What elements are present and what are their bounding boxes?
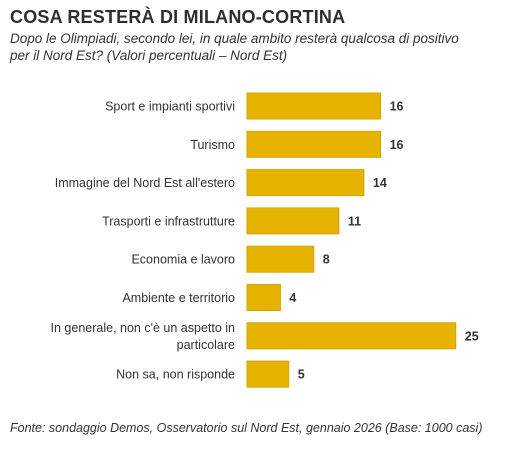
category-label: Turismo <box>190 138 235 152</box>
category-label: Trasporti e infrastrutture <box>102 214 235 228</box>
category-label: Ambiente e territorio <box>122 291 235 305</box>
bar <box>246 245 315 273</box>
value-label: 16 <box>390 138 404 152</box>
bar <box>246 130 382 158</box>
bar <box>246 207 340 235</box>
category-label: Economia e lavoro <box>131 253 235 267</box>
chart-header: COSA RESTERÀ DI MILANO-CORTINA Dopo le O… <box>10 6 518 64</box>
chart-subtitle: Dopo le Olimpiadi, secondo lei, in quale… <box>10 31 459 63</box>
source-note: Fonte: sondaggio Demos, Osservatorio sul… <box>10 421 483 435</box>
bar-chart: Sport e impianti sportivi 16 Turismo 16 Imma… <box>51 92 479 388</box>
value-label: 11 <box>348 214 361 228</box>
value-label: 14 <box>373 176 387 190</box>
category-label: Sport e impianti sportivi <box>105 100 235 114</box>
category-label: Non sa, non risponde <box>116 368 235 382</box>
value-label: 8 <box>323 253 330 267</box>
chart-title: COSA RESTERÀ DI MILANO-CORTINA <box>10 7 346 27</box>
value-label: 16 <box>390 100 404 114</box>
category-label: Immagine del Nord Est all'estero <box>55 176 235 190</box>
bar <box>246 169 365 197</box>
value-label: 4 <box>289 291 296 305</box>
value-label: 5 <box>298 368 305 382</box>
bar <box>246 322 457 350</box>
bar <box>246 284 281 311</box>
category-label: In generale, non c'è un aspetto in partic… <box>51 321 236 352</box>
bar <box>246 92 382 120</box>
bar <box>246 360 290 388</box>
value-label: 25 <box>465 329 479 343</box>
